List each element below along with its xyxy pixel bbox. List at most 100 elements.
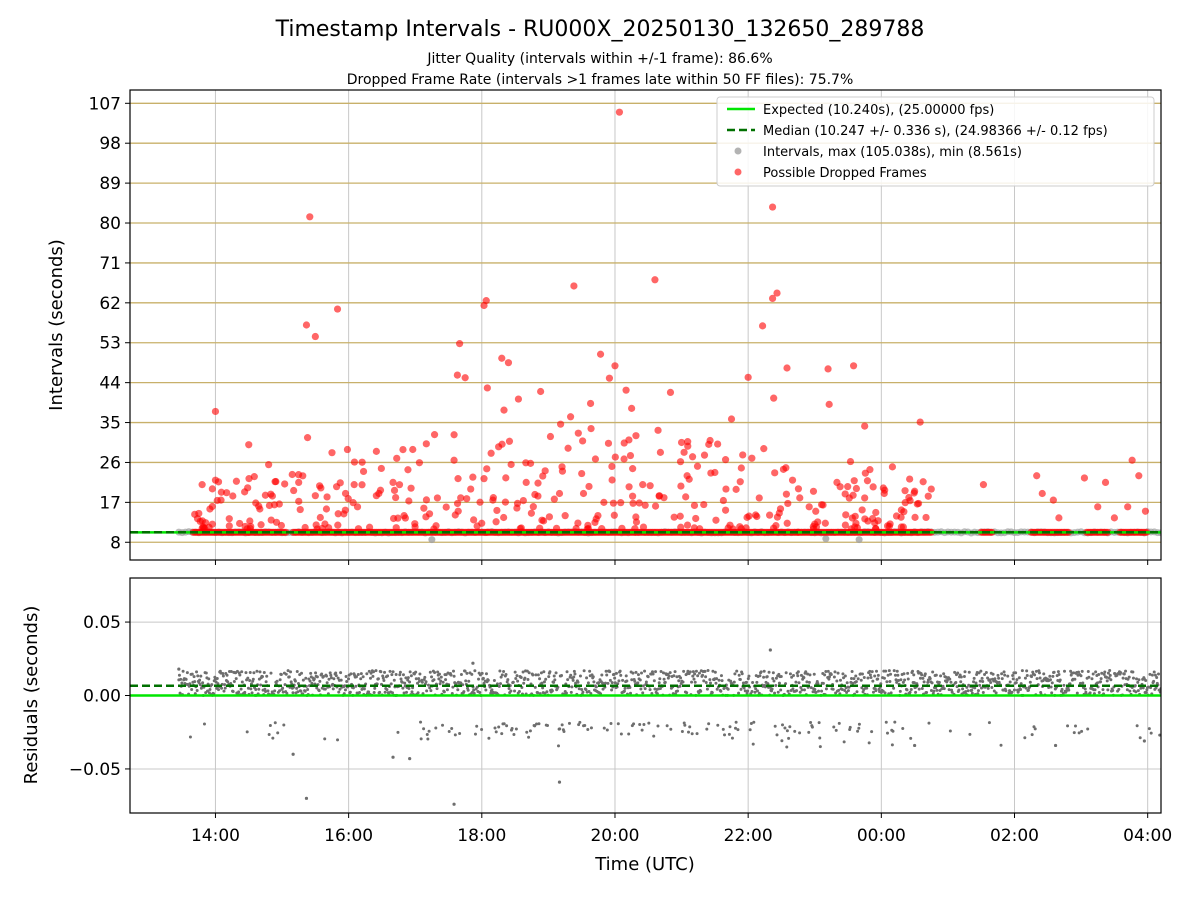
residual-point [616, 682, 620, 686]
dropped-frame-point [1101, 478, 1110, 487]
residual-point [585, 676, 589, 680]
residual-point [791, 673, 795, 677]
residual-point [1117, 687, 1121, 691]
dropped-frame-point [700, 451, 709, 459]
dropped-frame-point [901, 487, 909, 495]
residual-point [404, 676, 408, 680]
residual-point [1095, 681, 1099, 685]
residual-point [934, 673, 938, 677]
residual-point [776, 690, 780, 694]
top-ytick-label: 44 [99, 374, 121, 394]
residual-point [686, 669, 690, 673]
residual-point [870, 730, 874, 734]
residual-point [266, 689, 270, 693]
dropped-frame-point [198, 517, 206, 525]
dropped-frame-point [561, 512, 569, 520]
residual-point [250, 691, 254, 695]
residual-point [837, 688, 841, 692]
residual-point [1002, 670, 1006, 674]
residual-point [802, 676, 806, 680]
residual-point [314, 671, 318, 675]
residual-point [986, 686, 990, 690]
residual-point [1105, 679, 1109, 683]
residual-point [472, 688, 476, 692]
residual-point [694, 669, 698, 673]
dropped-frame-point [833, 478, 841, 487]
residual-point [851, 681, 855, 685]
residual-point [1103, 670, 1107, 674]
residual-point [870, 670, 874, 674]
residual-point [619, 673, 623, 677]
residual-point [798, 690, 802, 694]
residual-point [344, 674, 348, 678]
residual-point [1078, 681, 1082, 685]
residual-point [715, 677, 719, 681]
residual-point [473, 669, 477, 673]
legend-dropped-swatch [734, 168, 742, 176]
top-ytick-label: 62 [99, 294, 121, 314]
residual-point [415, 681, 419, 685]
residual-point [556, 744, 560, 748]
residual-point [1017, 676, 1021, 680]
dropped-frame-point [537, 387, 545, 396]
residual-point [874, 689, 878, 693]
residual-point [359, 677, 363, 681]
residual-point [1048, 674, 1052, 678]
residual-point [703, 669, 707, 673]
residual-point [738, 678, 742, 682]
residual-point [632, 722, 636, 726]
residual-point [1155, 676, 1159, 680]
residual-point [630, 678, 634, 682]
dropped-frame-point [243, 525, 251, 533]
dropped-frame-point [578, 469, 586, 478]
dropped-frame-point [341, 489, 350, 498]
residual-point [841, 672, 845, 676]
residual-point [382, 678, 386, 682]
residual-point [367, 669, 371, 673]
residual-point [996, 673, 1000, 677]
residual-point [356, 673, 360, 677]
residual-point [691, 670, 695, 674]
residual-point [1060, 687, 1064, 691]
residual-point [885, 680, 889, 684]
residual-point [899, 678, 903, 682]
residual-point [908, 690, 912, 694]
residual-point [705, 727, 709, 731]
dropped-frame-point [450, 431, 458, 439]
residual-point [852, 677, 856, 681]
dropped-frame-point [420, 504, 428, 512]
residual-point [845, 681, 849, 685]
dropped-frame-point [1141, 507, 1150, 515]
dropped-frame-point [500, 406, 508, 414]
residual-point [177, 673, 181, 677]
residual-point [680, 730, 684, 734]
residual-point [591, 675, 595, 679]
residual-point [553, 678, 557, 682]
dropped-frame-point [916, 418, 924, 426]
residual-point [991, 672, 995, 676]
dropped-frame-point [457, 494, 465, 502]
residual-point [906, 677, 910, 681]
residual-point [1026, 688, 1030, 692]
residual-point [613, 681, 617, 685]
residual-point [406, 676, 410, 680]
bottom-xtick-label: 00:00 [857, 826, 906, 846]
residual-point [426, 737, 430, 741]
residual-point [1011, 673, 1015, 677]
dropped-frame-point [629, 492, 637, 500]
residual-point [1025, 674, 1029, 678]
residual-point [740, 672, 744, 676]
residual-point [677, 679, 681, 683]
residual-point [624, 674, 628, 678]
dropped-frame-point [579, 489, 588, 498]
residual-point [629, 691, 633, 695]
residual-point [208, 687, 212, 691]
dropped-frame-point [504, 359, 513, 367]
residual-point [708, 681, 712, 685]
residual-point [586, 727, 590, 731]
residual-point [979, 686, 983, 690]
residual-point [608, 670, 612, 674]
residual-point [603, 681, 607, 685]
residual-point [1099, 680, 1103, 684]
residual-point [721, 727, 725, 731]
